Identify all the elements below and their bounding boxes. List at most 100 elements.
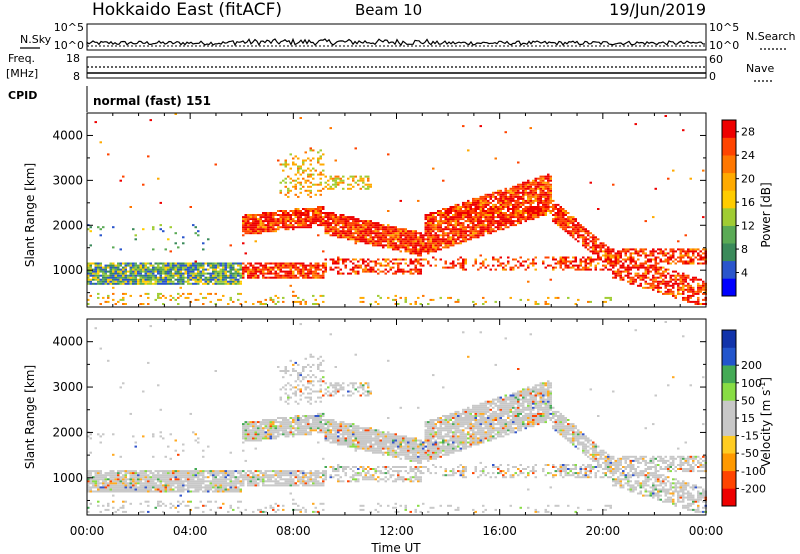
power-cell bbox=[427, 246, 430, 249]
power-cell bbox=[602, 260, 605, 263]
power-cell bbox=[244, 228, 247, 231]
power-cell bbox=[104, 264, 107, 267]
power-cell bbox=[292, 272, 295, 275]
power-cell bbox=[419, 272, 422, 275]
power-cell bbox=[369, 183, 372, 186]
power-cell bbox=[392, 262, 395, 265]
power-cell bbox=[454, 240, 457, 243]
power-cell bbox=[584, 246, 587, 249]
power-cell bbox=[524, 212, 527, 214]
power-cell bbox=[499, 189, 502, 192]
power-cell bbox=[444, 246, 447, 249]
power-cell bbox=[487, 201, 490, 204]
velocity-cell bbox=[207, 476, 210, 479]
velocity-cell bbox=[169, 470, 172, 473]
velocity-cell bbox=[187, 490, 190, 493]
power-cell bbox=[399, 242, 402, 245]
power-cell bbox=[319, 157, 322, 160]
power-cell bbox=[357, 232, 360, 235]
velocity-cell bbox=[154, 482, 157, 485]
power-cell bbox=[174, 274, 177, 277]
power-cell bbox=[482, 203, 485, 206]
power-cell bbox=[477, 220, 480, 223]
power-cell bbox=[509, 189, 512, 192]
power-cell bbox=[272, 266, 275, 269]
power-cell bbox=[124, 292, 127, 295]
power-cell bbox=[272, 272, 275, 275]
power-cell bbox=[402, 230, 405, 233]
power-cell bbox=[247, 270, 250, 273]
power-cell bbox=[114, 303, 117, 305]
power-cell bbox=[294, 276, 297, 279]
power-cell bbox=[584, 244, 587, 247]
velocity-cell bbox=[159, 435, 162, 438]
power-cell bbox=[389, 240, 392, 243]
power-cell bbox=[472, 197, 475, 200]
velocity-cell bbox=[197, 482, 200, 485]
power-cell bbox=[384, 272, 387, 275]
power-cell bbox=[367, 220, 370, 223]
velocity-cell bbox=[112, 470, 115, 473]
power-cell bbox=[232, 274, 235, 277]
power-cell bbox=[547, 201, 550, 204]
power-cell bbox=[517, 208, 520, 210]
power-cell bbox=[414, 268, 417, 271]
power-cell bbox=[229, 280, 232, 283]
power-cell bbox=[147, 272, 150, 275]
velocity-cell bbox=[257, 508, 260, 511]
power-cell bbox=[309, 149, 312, 152]
power-cell bbox=[532, 260, 535, 263]
power-cell bbox=[249, 264, 252, 267]
power-cell bbox=[514, 187, 517, 190]
power-cell bbox=[169, 270, 172, 273]
velocity-cell bbox=[192, 476, 195, 479]
velocity-cell bbox=[244, 429, 247, 432]
power-cell bbox=[462, 210, 465, 212]
power-cell bbox=[239, 282, 242, 285]
power-cell bbox=[492, 212, 495, 214]
power-cell bbox=[287, 163, 290, 166]
power-cell bbox=[217, 264, 220, 267]
power-cell bbox=[132, 274, 135, 277]
power-cell bbox=[567, 256, 570, 259]
power-cell bbox=[497, 264, 500, 267]
velocity-cell bbox=[162, 484, 165, 487]
power-cell bbox=[349, 226, 352, 229]
power-cell bbox=[414, 258, 417, 261]
power-cell bbox=[222, 294, 225, 297]
power-cell bbox=[177, 282, 180, 285]
power-cell bbox=[184, 268, 187, 271]
power-cell bbox=[282, 296, 285, 299]
power-cell bbox=[479, 125, 482, 128]
power-cell bbox=[689, 258, 692, 261]
power-cell bbox=[342, 226, 345, 229]
power-cell bbox=[514, 220, 517, 223]
power-cell bbox=[549, 201, 552, 204]
power-cell bbox=[347, 272, 350, 275]
power-cell bbox=[449, 206, 452, 208]
power-cell bbox=[287, 272, 290, 275]
power-cell bbox=[97, 266, 100, 269]
power-cell bbox=[289, 284, 292, 287]
power-cell bbox=[409, 244, 412, 247]
power-cell bbox=[142, 274, 145, 277]
power-cell bbox=[297, 167, 300, 170]
power-cell bbox=[419, 236, 422, 239]
power-cell bbox=[437, 238, 440, 241]
power-cell bbox=[259, 216, 262, 219]
velocity-cell bbox=[127, 488, 130, 491]
power-cell bbox=[682, 292, 685, 295]
power-cell bbox=[152, 282, 155, 285]
power-cell bbox=[652, 286, 655, 289]
power-cell bbox=[497, 260, 500, 263]
power-cell bbox=[487, 216, 490, 219]
power-cell bbox=[547, 193, 550, 196]
power-cell bbox=[634, 123, 637, 126]
power-cell bbox=[492, 220, 495, 223]
power-cell bbox=[452, 232, 455, 235]
power-cell bbox=[154, 274, 157, 277]
power-cell bbox=[232, 266, 235, 269]
power-cell bbox=[362, 236, 365, 239]
power-cell bbox=[87, 268, 90, 271]
power-cell bbox=[374, 226, 377, 229]
